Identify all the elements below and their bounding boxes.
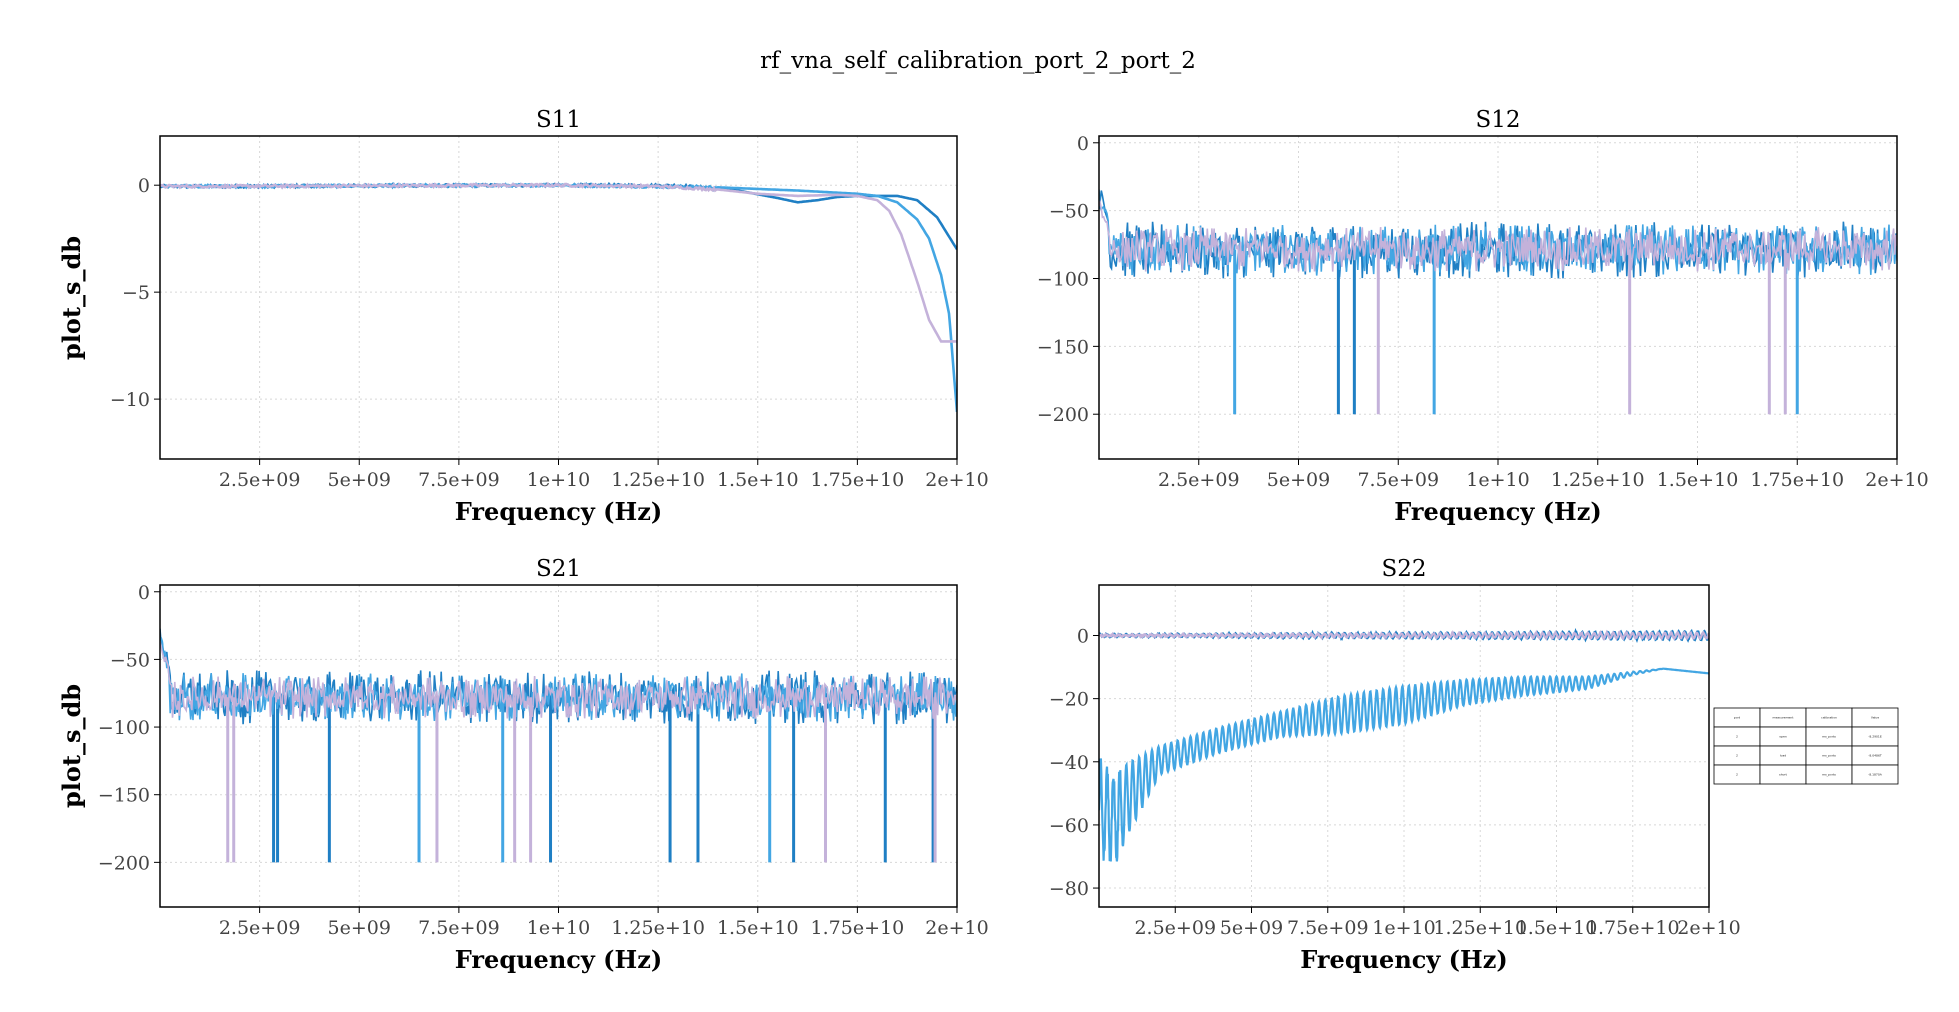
x-tick-label: 7.5e+09: [1287, 917, 1369, 939]
x-tick-label: 1.25e+10: [611, 469, 705, 491]
subplot-s12: 2.5e+09 5e+09 7.5e+09 1e+10 1.25e+10 1.5e+10 1…: [1037, 107, 1929, 526]
y-tick-label: 0: [138, 175, 150, 197]
plot-area: [1099, 627, 1709, 862]
y-tick-label: −20: [1049, 689, 1089, 711]
x-axis-label: Frequency (Hz): [1300, 945, 1507, 974]
y-tick-label: −50: [110, 649, 150, 671]
subplot-s22: 2.5e+09 5e+09 7.5e+09 1e+101.25e+101.5e+101…: [1049, 556, 1741, 974]
x-tick-label: 1.75e+10: [1586, 917, 1680, 939]
y-tick-label: −80: [1049, 878, 1089, 900]
table-cell-text: 2: [1736, 735, 1738, 739]
x-tick-label: 1.25e+10: [1433, 917, 1527, 939]
y-tick-label: −100: [1037, 269, 1089, 291]
x-tick-label: 2.5e+09: [219, 917, 301, 939]
x-tick-label: 5e+09: [328, 917, 391, 939]
x-tick-label: 1e+10: [527, 917, 590, 939]
y-tick-label: −40: [1049, 752, 1089, 774]
x-tick-label: 1.25e+10: [1551, 469, 1645, 491]
y-tick-label: −200: [98, 852, 150, 874]
y-tick-label: −150: [1037, 336, 1089, 358]
x-axis-label: Frequency (Hz): [455, 945, 662, 974]
plot-area: [160, 181, 957, 413]
x-tick-label: 1.75e+10: [1750, 469, 1844, 491]
y-tick-label: −50: [1049, 201, 1089, 223]
table-cell-text: load: [1780, 754, 1787, 758]
y-tick-label: 0: [1077, 626, 1089, 648]
x-tick-label: 5e+09: [328, 469, 391, 491]
table-cell-text: 2: [1736, 754, 1738, 758]
subplot-title: S11: [536, 107, 581, 133]
x-tick-label: 2.5e+09: [219, 469, 301, 491]
x-tick-label: 2e+10: [1865, 469, 1928, 491]
table-cell-text: ms_ports: [1822, 754, 1836, 758]
x-tick-label: 1.5e+10: [717, 469, 799, 491]
table-cell-text: 2: [1736, 773, 1738, 777]
x-tick-label: 1.5e+10: [1516, 917, 1598, 939]
x-tick-label: 2e+10: [1677, 917, 1740, 939]
table-cell-text: -8.1870A: [1868, 773, 1883, 777]
y-tick-label: 0: [1077, 133, 1089, 155]
table-header-text: Value: [1871, 716, 1879, 720]
table-header-text: calibration: [1821, 716, 1837, 720]
subplot-title: S12: [1475, 107, 1520, 133]
series-line-2: [1099, 667, 1709, 862]
plot-area: [1099, 189, 1897, 415]
series-line-1: [1099, 629, 1709, 641]
y-tick-label: −150: [98, 785, 150, 807]
y-tick-label: −10: [110, 389, 150, 411]
x-tick-label: 1e+10: [1466, 469, 1529, 491]
x-tick-label: 2e+10: [925, 469, 988, 491]
x-axis-label: Frequency (Hz): [1394, 497, 1601, 526]
x-tick-label: 2.5e+09: [1158, 469, 1240, 491]
y-axis-label: plot_s_db: [57, 236, 86, 360]
y-tick-label: −200: [1037, 404, 1089, 426]
x-tick-label: 7.5e+09: [418, 469, 500, 491]
table-cell: [1851, 764, 1899, 785]
table-header-text: port: [1734, 716, 1741, 720]
table-header-text: measurement: [1773, 716, 1795, 720]
table-cell-text: ms_ports: [1822, 735, 1836, 739]
x-tick-label: 2e+10: [925, 917, 988, 939]
x-tick-label: 1.75e+10: [811, 469, 905, 491]
y-axis-label: plot_s_db: [57, 684, 86, 808]
x-tick-label: 1.5e+10: [717, 917, 799, 939]
table-cell-text: -8.0486T: [1868, 754, 1882, 758]
table-cell-text: ms_ports: [1822, 773, 1836, 777]
x-tick-label: 7.5e+09: [1357, 469, 1439, 491]
x-tick-label: 7.5e+09: [418, 917, 500, 939]
y-tick-label: −60: [1049, 815, 1089, 837]
x-tick-label: 1e+10: [1372, 917, 1435, 939]
subplot-title: S22: [1381, 556, 1426, 582]
x-tick-label: 1.5e+10: [1657, 469, 1739, 491]
x-tick-label: 2.5e+09: [1134, 917, 1216, 939]
x-tick-label: 5e+09: [1267, 469, 1330, 491]
subplot-title: S21: [536, 556, 581, 582]
x-tick-label: 1.75e+10: [811, 917, 905, 939]
y-tick-label: −100: [98, 717, 150, 739]
plot-area: [160, 628, 957, 863]
y-tick-label: −5: [122, 282, 150, 304]
x-axis-label: Frequency (Hz): [455, 497, 662, 526]
table-cell-text: open: [1779, 735, 1787, 739]
subplot-s21: 2.5e+09 5e+09 7.5e+09 1e+10 1.25e+10 1.5e+10 1…: [57, 556, 989, 974]
x-tick-label: 1.25e+10: [611, 917, 705, 939]
table-cell-text: -8.2901E: [1868, 735, 1882, 739]
table-cell-text: short: [1779, 773, 1788, 777]
x-tick-label: 1e+10: [527, 469, 590, 491]
figure-title: rf_vna_self_calibration_port_2_port_2: [760, 48, 1196, 74]
x-tick-label: 5e+09: [1220, 917, 1283, 939]
y-tick-label: 0: [138, 582, 150, 604]
measurement-table: port measurement calibration Value 2 open ms_p…: [1713, 707, 1899, 785]
subplot-s11: 2.5e+09 5e+09 7.5e+09 1e+10 1.25e+10 1.5e+10 1…: [57, 107, 989, 526]
series-line-2: [1099, 199, 1897, 272]
series-line-2: [160, 181, 957, 343]
